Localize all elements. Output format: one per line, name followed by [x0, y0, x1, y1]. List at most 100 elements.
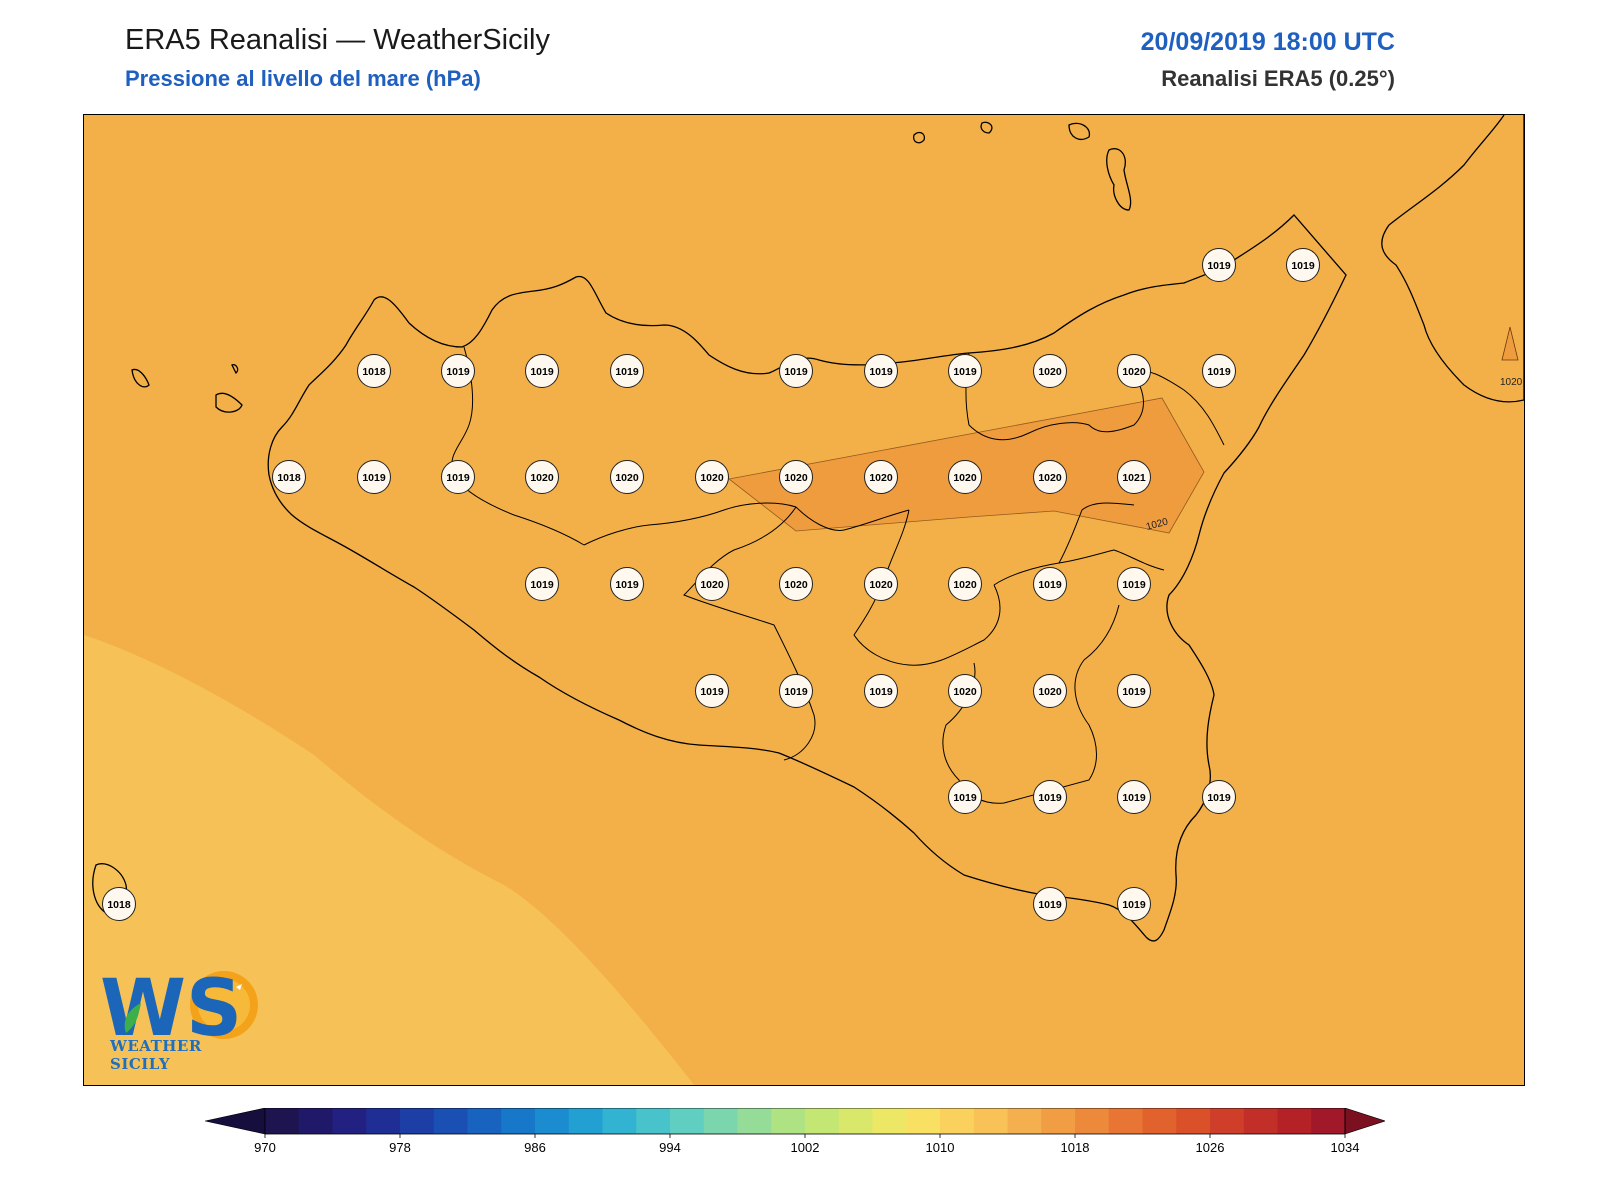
station-circle — [441, 354, 475, 388]
station-circle — [1117, 354, 1151, 388]
station-marker: 1019 — [779, 354, 813, 388]
station-marker: 1020 — [1033, 674, 1067, 708]
station-circle — [525, 354, 559, 388]
station-marker: 1019 — [525, 354, 559, 388]
colorbar-cell — [1108, 1108, 1143, 1134]
colorbar-tick-label: 978 — [389, 1140, 411, 1155]
station-value: 1019 — [1207, 366, 1231, 378]
band-1016-1018 — [84, 635, 694, 1085]
station-marker: 1019 — [864, 674, 898, 708]
station-value: 1019 — [869, 686, 893, 698]
colorbar-cell — [1243, 1108, 1278, 1134]
station-circle — [1033, 674, 1067, 708]
sicily-coast — [267, 214, 1347, 942]
colorbar-cell — [1075, 1108, 1110, 1134]
colorbar-cell — [771, 1108, 806, 1134]
station-circle — [1202, 354, 1236, 388]
station-marker: 1020 — [779, 567, 813, 601]
title: ERA5 Reanalisi — WeatherSicily — [125, 24, 550, 56]
map-svg: 1018 1019 1019 1019 1019 1019 1019 1020 1020 1019… — [84, 115, 1524, 1085]
station-value: 1020 — [1038, 366, 1062, 378]
colorbar-cell — [940, 1108, 975, 1134]
colorbar-cell — [1210, 1108, 1245, 1134]
station-value: 1020 — [869, 579, 893, 591]
station-marker: 1020 — [1033, 354, 1067, 388]
station-value: 1020 — [1038, 472, 1062, 484]
station-marker: 1020 — [779, 460, 813, 494]
station-value: 1019 — [1122, 686, 1146, 698]
station-value: 1019 — [1038, 579, 1062, 591]
colorbar-tick-label: 994 — [659, 1140, 681, 1155]
station-value: 1020 — [700, 472, 724, 484]
station-value: 1019 — [1122, 899, 1146, 911]
logo-letters: WS — [100, 964, 242, 1054]
station-marker: 1019 — [948, 780, 982, 814]
colorbar-cell — [501, 1108, 536, 1134]
station-value: 1019 — [869, 366, 893, 378]
colorbar-cell — [1311, 1108, 1346, 1134]
station-marker: 1018 — [357, 354, 391, 388]
station-marker: 1019 — [779, 674, 813, 708]
station-circle — [1202, 780, 1236, 814]
datetime: 20/09/2019 18:00 UTC — [1140, 28, 1395, 56]
station-circle — [272, 460, 306, 494]
station-marker: 1019 — [441, 354, 475, 388]
station-value: 1018 — [107, 899, 131, 911]
subtitle: Pressione al livello del mare (hPa) — [125, 66, 481, 91]
station-circle — [948, 460, 982, 494]
station-value: 1019 — [615, 366, 639, 378]
station-value: 1020 — [700, 579, 724, 591]
aeolian-islands — [913, 121, 1132, 211]
colorbar-cell — [670, 1108, 705, 1134]
colorbar-cell — [1142, 1108, 1177, 1134]
colorbar-tick-label: 1026 — [1196, 1140, 1225, 1155]
colorbar-tick-label: 1034 — [1331, 1140, 1360, 1155]
colorbar-cell — [872, 1108, 907, 1134]
station-value: 1019 — [784, 366, 808, 378]
station-marker: 1018 — [102, 887, 136, 921]
station-value: 1021 — [1122, 472, 1146, 484]
station-circle — [864, 567, 898, 601]
colorbar-tick-label: 970 — [254, 1140, 276, 1155]
station-circle — [1117, 780, 1151, 814]
station-circle — [864, 460, 898, 494]
station-value: 1019 — [615, 579, 639, 591]
station-value: 1018 — [277, 472, 301, 484]
station-marker: 1020 — [864, 567, 898, 601]
station-circle — [357, 460, 391, 494]
station-marker: 1020 — [695, 567, 729, 601]
station-circle — [1117, 674, 1151, 708]
colorbar: 970 978 986 994 1002 1010 1018 1026 1034 — [205, 1108, 1385, 1155]
station-circle — [695, 674, 729, 708]
station-value: 1019 — [784, 686, 808, 698]
station-value: 1020 — [615, 472, 639, 484]
station-marker: 1019 — [525, 567, 559, 601]
station-value: 1019 — [1291, 260, 1315, 272]
station-circle — [864, 354, 898, 388]
station-circle — [1033, 780, 1067, 814]
station-value: 1020 — [1038, 686, 1062, 698]
station-marker: 1020 — [864, 460, 898, 494]
colorbar-cell — [332, 1108, 367, 1134]
logo-mark: WS — [100, 964, 258, 1054]
colorbar-ticks: 970 978 986 994 1002 1010 1018 1026 1034 — [254, 1134, 1359, 1155]
station-value: 1019 — [530, 366, 554, 378]
station-marker: 1020 — [610, 460, 644, 494]
colorbar-over-arrow — [1344, 1108, 1385, 1135]
colorbar-cell — [467, 1108, 502, 1134]
station-marker: 1019 — [1286, 248, 1320, 282]
station-marker: 1020 — [948, 567, 982, 601]
station-marker: 1019 — [357, 460, 391, 494]
colorbar-cell — [636, 1108, 671, 1134]
station-value: 1020 — [953, 579, 977, 591]
colorbar-cell — [805, 1108, 840, 1134]
station-marker: 1019 — [610, 567, 644, 601]
station-value: 1019 — [1122, 792, 1146, 804]
station-circle — [357, 354, 391, 388]
station-circle — [1117, 567, 1151, 601]
station-value: 1020 — [784, 579, 808, 591]
station-marker: 1019 — [1033, 887, 1067, 921]
station-value: 1020 — [953, 472, 977, 484]
colorbar-cell — [906, 1108, 941, 1134]
station-marker: 1019 — [1117, 780, 1151, 814]
